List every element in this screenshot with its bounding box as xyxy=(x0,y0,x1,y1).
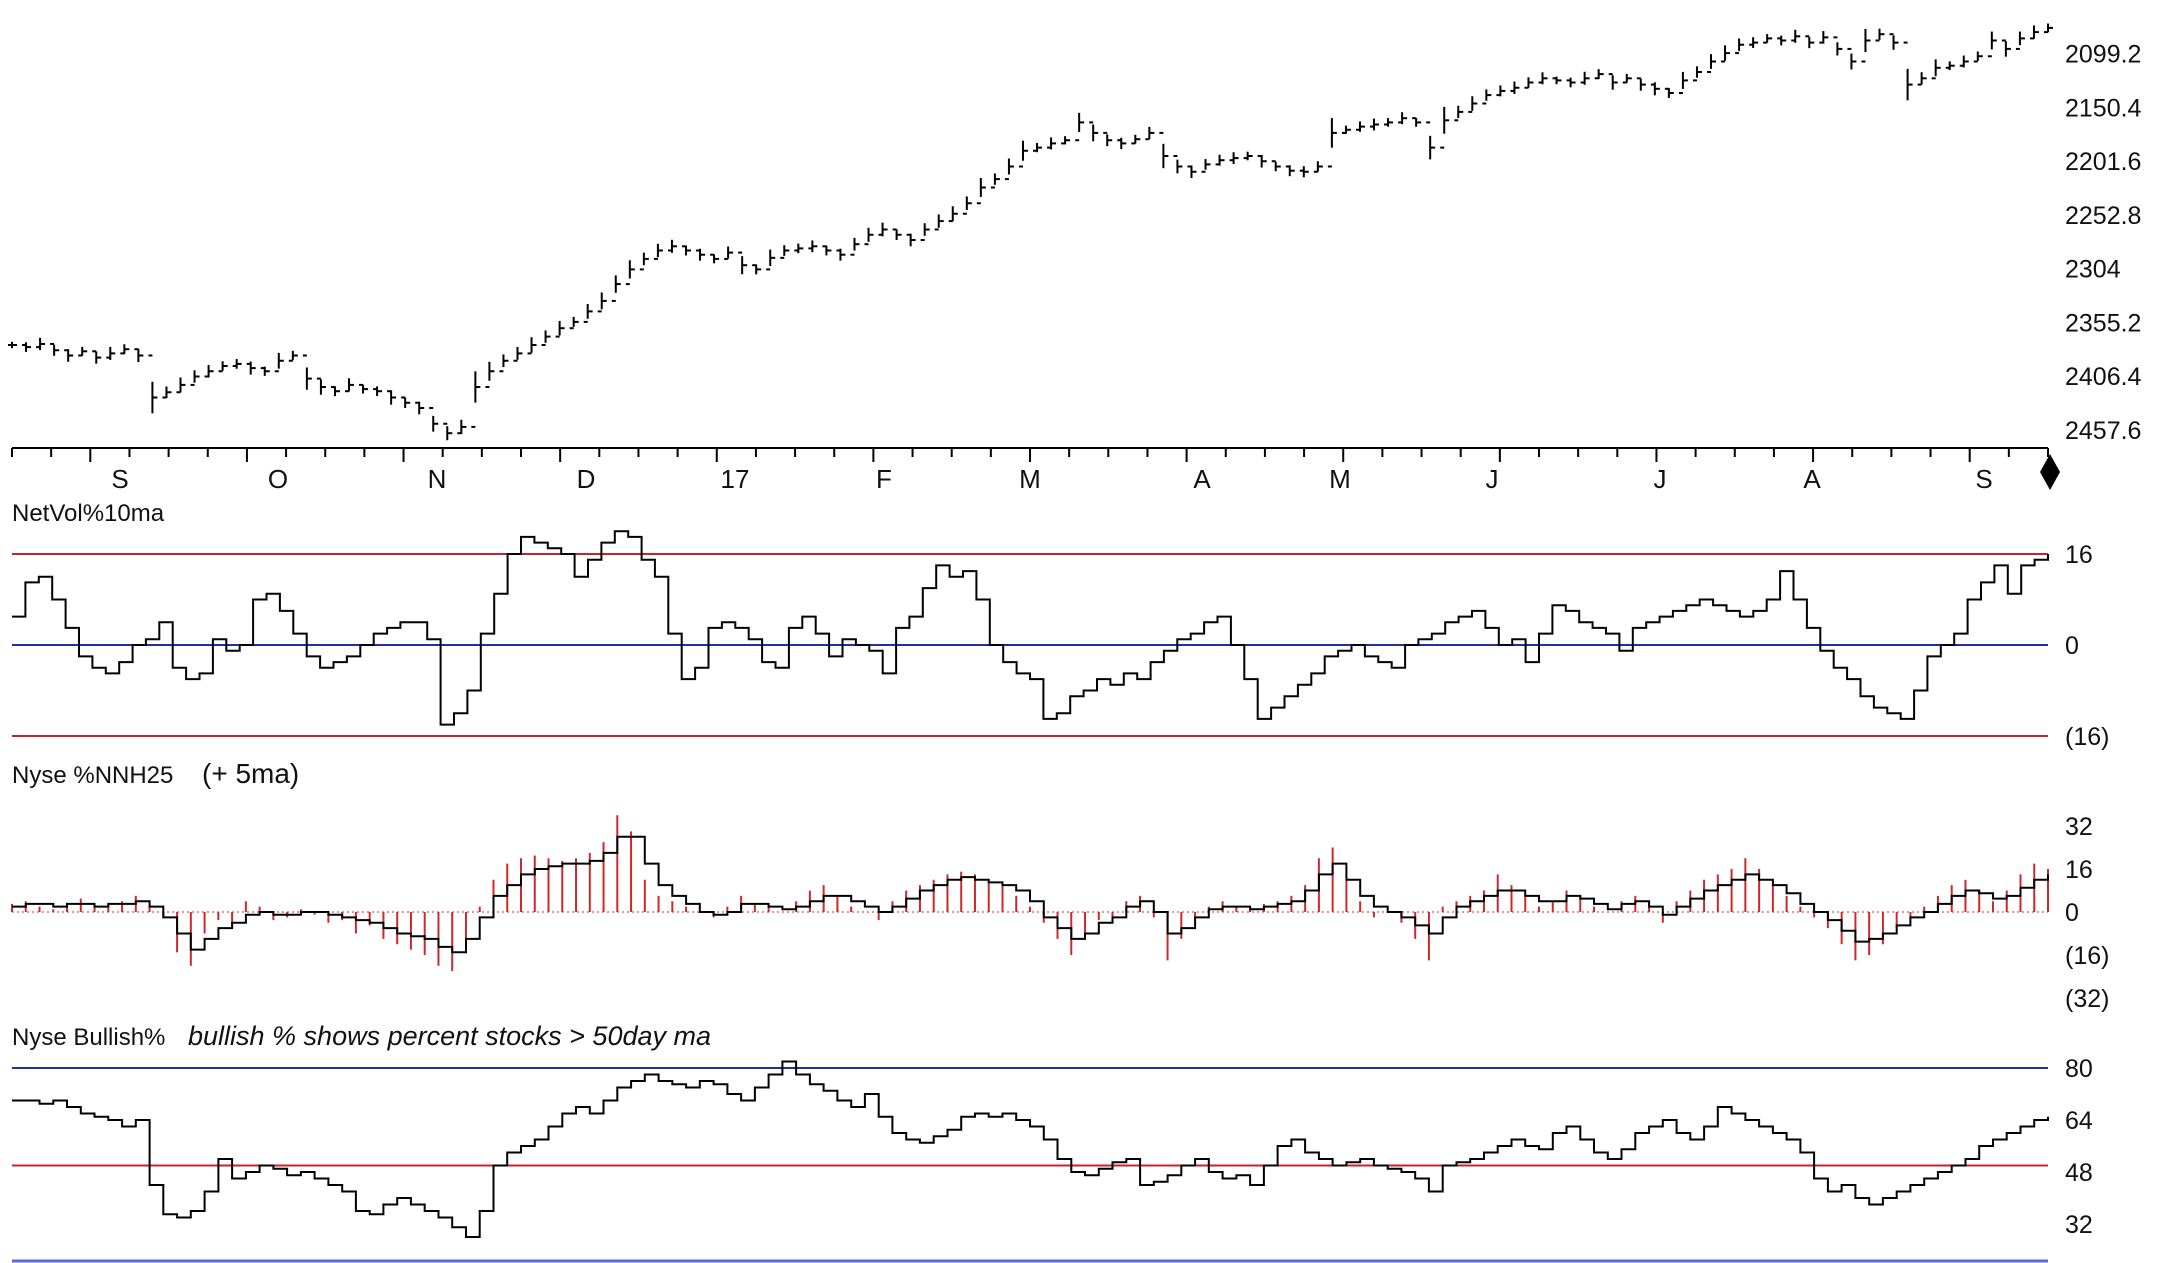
x-axis-month-label: S xyxy=(111,464,128,494)
bullish-title: Nyse Bullish% xyxy=(12,1024,165,1051)
x-axis-month-label: O xyxy=(268,464,288,494)
price-tick-label: 2099.2 xyxy=(2065,41,2141,69)
netvol-tick-label: 0 xyxy=(2065,632,2079,660)
bullish-tick-label: 80 xyxy=(2065,1055,2093,1083)
x-axis-month-label: A xyxy=(1803,464,1821,494)
nnh-tick-label: 16 xyxy=(2065,856,2093,884)
nnh-tick-label: (16) xyxy=(2065,942,2109,970)
nnh-note: (+ 5ma) xyxy=(202,758,299,789)
diamond-marker-icon xyxy=(2040,454,2060,490)
nnh-tick-label: (32) xyxy=(2065,985,2109,1013)
price-tick-label: 2150.4 xyxy=(2065,94,2142,122)
netvol-title: NetVol%10ma xyxy=(12,500,165,527)
x-axis-month-label: F xyxy=(876,464,892,494)
price-tick-label: 2457.6 xyxy=(2065,417,2141,445)
price-tick-label: 2201.6 xyxy=(2065,148,2141,176)
netvol-tick-label: (16) xyxy=(2065,723,2109,751)
price-tick-label: 2355.2 xyxy=(2065,309,2141,337)
netvol-panel: 16 0 (16) xyxy=(12,530,2109,751)
nnh-panel: 32 16 0 (16) (32) xyxy=(11,813,2109,1013)
nnh-title: Nyse %NNH25 xyxy=(12,762,173,789)
bullish-panel: 80 64 48 32 xyxy=(12,1055,2093,1263)
bullish-line xyxy=(12,1060,2049,1238)
nnh-tick-label: 32 xyxy=(2065,813,2093,841)
price-tick-label: 2304 xyxy=(2065,256,2121,284)
x-axis-month-label: M xyxy=(1329,464,1351,494)
x-axis-month-label: M xyxy=(1019,464,1041,494)
x-axis-month-label: A xyxy=(1193,464,1211,494)
x-axis-month-label: J xyxy=(1654,464,1667,494)
bullish-note: bullish % shows percent stocks > 50day m… xyxy=(188,1021,711,1051)
bullish-tick-label: 48 xyxy=(2065,1159,2093,1187)
x-axis-month-label: 17 xyxy=(721,464,750,494)
x-axis-month-label: J xyxy=(1486,464,1499,494)
x-axis-month-label: N xyxy=(428,464,447,494)
x-axis: S O N D 17 F M A M J J A S xyxy=(11,447,2060,494)
x-axis-month-label: S xyxy=(1975,464,1992,494)
nnh-5ma-line xyxy=(12,835,2049,954)
price-tick-label: 2252.8 xyxy=(2065,202,2141,230)
bullish-tick-label: 64 xyxy=(2065,1107,2093,1135)
netvol-line xyxy=(12,530,2049,726)
bullish-tick-label: 32 xyxy=(2065,1211,2093,1239)
x-axis-month-label: D xyxy=(577,464,596,494)
price-panel: 2457.6 2406.4 2355.2 2304 2252.8 2201.6 2150.4… xyxy=(8,23,2142,445)
nnh-tick-label: 0 xyxy=(2065,899,2079,927)
netvol-tick-label: 16 xyxy=(2065,541,2093,569)
price-tick-label: 2406.4 xyxy=(2065,363,2142,391)
